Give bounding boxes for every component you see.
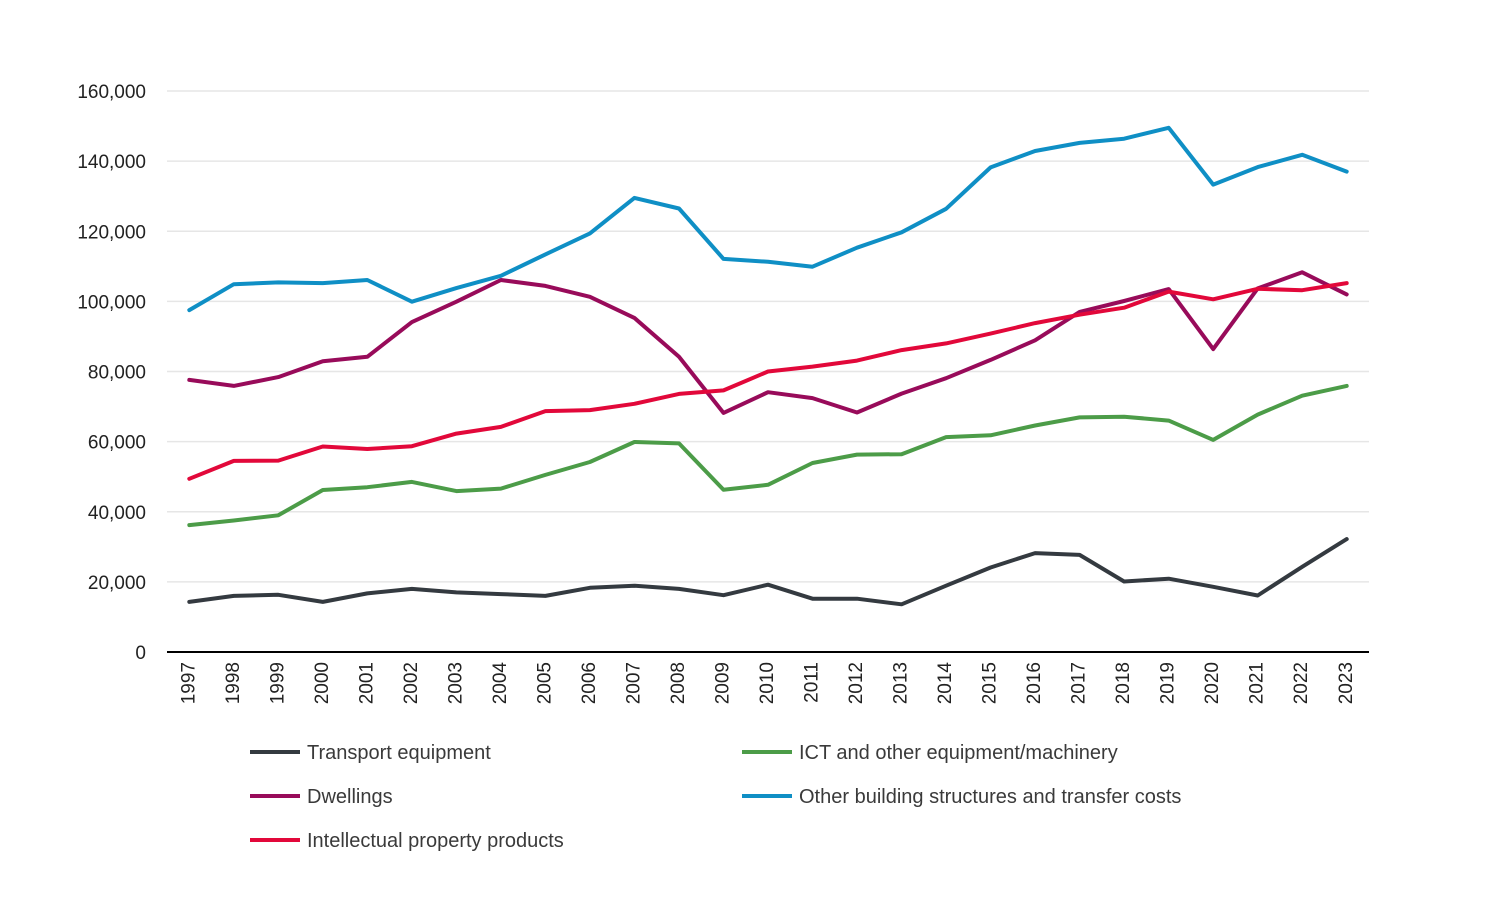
x-tick-label: 2002	[401, 662, 422, 704]
legend-item-ip-products: Intellectual property products	[250, 830, 564, 852]
x-tick-label: 2017	[1069, 662, 1090, 704]
x-tick-label: 2014	[935, 662, 956, 705]
series-lines	[187, 125, 1349, 607]
x-tick-label: 2003	[445, 662, 466, 704]
y-tick-label: 60,000	[88, 433, 146, 454]
series-line-transport-equipment	[187, 537, 1349, 607]
legend-label-transport: Transport equipment	[307, 742, 491, 764]
x-tick-label: 2008	[668, 662, 689, 704]
legend-item-transport: Transport equipment	[250, 742, 491, 764]
x-tick-label: 2016	[1024, 662, 1045, 704]
series-line-dwellings	[187, 270, 1349, 415]
y-tick-label: 0	[135, 643, 146, 664]
x-axis-tick-labels: 1997 1998 1999 2000 2001 2002 2003 2004 2005 2006…	[178, 662, 1356, 705]
x-tick-label: 2006	[579, 662, 600, 704]
x-tick-label: 2020	[1202, 662, 1223, 704]
x-tick-label: 1997	[178, 662, 199, 704]
legend-label-dwellings: Dwellings	[307, 786, 393, 808]
x-tick-label: 2023	[1336, 662, 1357, 704]
x-tick-label: 2009	[712, 662, 733, 704]
x-tick-label: 2019	[1158, 662, 1179, 704]
series-line-other-building-structures-and-transfer-costs	[187, 125, 1349, 313]
legend-label-ict: ICT and other equipment/machinery	[799, 742, 1118, 764]
y-tick-label: 160,000	[77, 82, 146, 103]
gridlines	[167, 90, 1369, 583]
x-tick-label: 2001	[356, 662, 377, 704]
y-axis-tick-labels: 0 20,000 40,000 60,000 80,000 100,000 120,000 1…	[77, 82, 146, 664]
y-tick-label: 40,000	[88, 503, 146, 524]
y-tick-label: 80,000	[88, 363, 146, 384]
y-tick-label: 140,000	[77, 152, 146, 173]
series-line-ict-and-other-equipment-machinery	[187, 383, 1349, 528]
x-tick-label: 2004	[490, 662, 511, 705]
legend-label-ip-products: Intellectual property products	[307, 830, 564, 852]
x-tick-label: 1999	[267, 662, 288, 704]
y-tick-label: 100,000	[77, 292, 146, 313]
x-tick-label: 2015	[980, 662, 1001, 704]
y-tick-label: 20,000	[88, 573, 146, 594]
legend-label-other-buildings: Other building structures and transfer c…	[799, 786, 1181, 808]
x-tick-label: 2000	[312, 662, 333, 704]
x-tick-label: 2013	[891, 662, 912, 704]
legend-item-dwellings: Dwellings	[250, 786, 393, 808]
x-tick-label: 2012	[846, 662, 867, 704]
x-tick-label: 2021	[1247, 662, 1268, 704]
x-tick-label: 2010	[757, 662, 778, 704]
x-tick-label: 2005	[534, 662, 555, 704]
x-tick-label: 2018	[1113, 662, 1134, 704]
legend-item-other-buildings: Other building structures and transfer c…	[742, 786, 1181, 808]
legend-item-ict: ICT and other equipment/machinery	[742, 742, 1118, 764]
x-tick-label: 2022	[1291, 662, 1312, 704]
legend: Transport equipment ICT and other equipm…	[250, 742, 1181, 852]
x-tick-label: 1998	[223, 662, 244, 704]
x-tick-label: 2011	[802, 662, 823, 703]
y-tick-label: 120,000	[77, 222, 146, 243]
x-tick-label: 2007	[623, 662, 644, 704]
series-line-intellectual-property-products	[187, 281, 1349, 481]
